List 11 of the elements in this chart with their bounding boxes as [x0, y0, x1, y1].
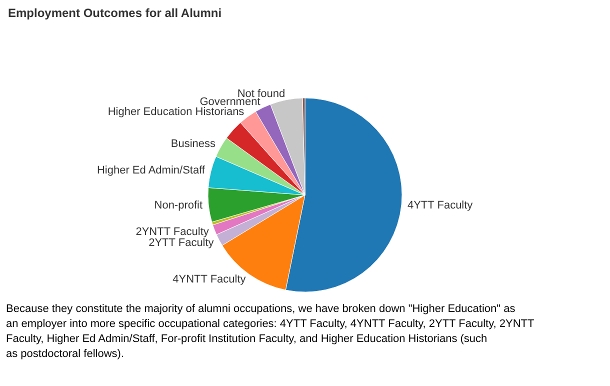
text: Because they constitute the majority of alumni occupations, we have broken down "Higher Education" as an employer into more specific occupational categories: 4YTT Faculty, 4YNTT Faculty, 2YTT Faculty, 2YNTT Faculty, Higher Ed Admin/Staff, For-profit Institution Faculty, and Higher Education Historians (such as postdoctoral fellows).: [6, 303, 534, 360]
slice-label: 4YNTT Faculty: [172, 273, 246, 286]
slice-label: Higher Ed Admin/Staff: [96, 164, 206, 176]
slice-label: 4YTT Faculty: [407, 199, 474, 212]
slice-label: Non-profit: [154, 200, 203, 212]
slice-label: Higher Education Historians: [108, 106, 245, 118]
slice-label: 2YNTT Faculty: [136, 226, 210, 238]
slice-label: 2YTT Faculty: [148, 236, 214, 249]
slice-label: Government: [200, 96, 260, 108]
slice-label: Business: [170, 138, 216, 150]
chart-title: Employment Outcomes for all Alumni: [8, 6, 222, 20]
